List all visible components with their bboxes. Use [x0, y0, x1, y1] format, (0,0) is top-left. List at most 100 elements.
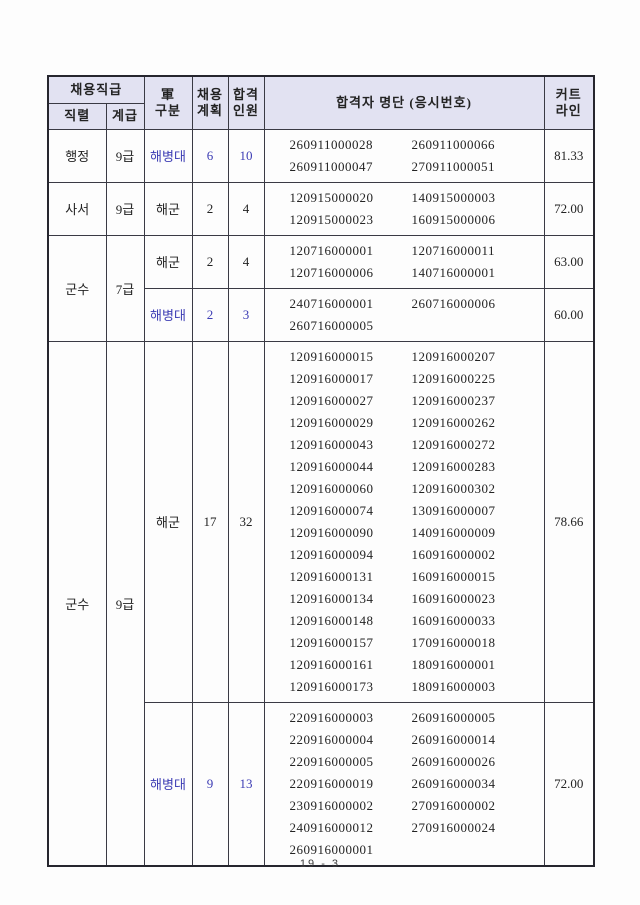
roster-number: 120916000207: [411, 348, 496, 364]
roster-number: 120916000131: [289, 568, 374, 584]
passed-cell: 4: [227, 234, 265, 289]
roster-number: 260916000001: [289, 841, 374, 857]
table-row: 사서 9급 해군 2 4 120915000020 140915000003 120…: [47, 181, 595, 236]
branch-cell: 해군: [143, 340, 193, 703]
roster-number: 120916000094: [289, 546, 374, 562]
header-cutline: 커트 라인: [543, 75, 595, 130]
roster-number-line: 120916000157 170916000018: [265, 632, 544, 654]
branch-cell: 해병대: [143, 701, 193, 866]
roster-number: 170916000018: [411, 634, 496, 650]
roster-numbers-cell: 240716000001 260716000006 260716000005: [263, 287, 545, 342]
roster-number: 160915000006: [411, 211, 496, 227]
roster-number: 230916000002: [289, 797, 374, 813]
branch-cell: 해병대: [143, 287, 193, 342]
roster-number: 120916000060: [289, 480, 374, 496]
roster-number: 120716000001: [289, 242, 374, 258]
table-row: 해병대 9 13 220916000003 260916000005 2209160…: [48, 701, 595, 866]
roster-number: 260916000034: [411, 775, 496, 791]
roster-number: 260916000026: [411, 753, 496, 769]
header-military-branch-line1: 軍: [160, 86, 175, 102]
roster-number: 160916000033: [411, 612, 496, 628]
roster-number: 240716000001: [289, 295, 374, 311]
cutline-cell: 72.00: [543, 701, 595, 866]
roster-number-line: 240916000012 270916000024: [265, 817, 544, 839]
plan-cell: 2: [191, 234, 229, 289]
roster-number-line: 120916000094 160916000002: [265, 544, 544, 566]
roster-number: 120916000017: [289, 370, 374, 386]
header-rank: 계급: [105, 102, 145, 130]
roster-number-line: 120916000043 120916000272: [265, 434, 544, 456]
roster-numbers-cell: 120915000020 140915000003 120915000023 1609…: [263, 181, 545, 236]
roster-number: 120915000020: [289, 189, 374, 205]
plan-cell: 6: [191, 128, 229, 183]
passed-cell: 3: [227, 287, 265, 342]
roster-number-line: 120916000060 120916000302: [265, 478, 544, 500]
page-number: 19 - 3: [299, 858, 341, 870]
roster-number-line: 120916000090 140916000009: [265, 522, 544, 544]
series-cell: 군수: [47, 340, 107, 866]
header-recruit-plan-line2: 계획: [197, 102, 223, 118]
roster-number: 140916000009: [411, 524, 496, 540]
roster-number: 120916000029: [289, 414, 374, 430]
roster-number: 120716000006: [289, 264, 374, 280]
roster-number: 120916000161: [289, 656, 374, 672]
roster-number: 260916000014: [411, 731, 496, 747]
header-recruit-grade: 채용직급: [47, 75, 145, 104]
roster-number: 260916000005: [411, 709, 496, 725]
roster-number: 130916000007: [411, 502, 496, 518]
roster-number-line: 120916000131 160916000015: [265, 566, 544, 588]
roster-number-line: 120916000148 160916000033: [265, 610, 544, 632]
header-series: 직렬: [47, 102, 107, 130]
roster-number-line: 240716000001 260716000006: [265, 293, 544, 315]
branch-cell: 해군: [143, 181, 193, 236]
roster-number-line: 120716000006 140716000001: [265, 262, 544, 284]
pass-roster-table: 채용직급 軍 구분 채용 계획 합격 인원 합격자 명단 (응시번호) 커트 라…: [47, 75, 595, 867]
header-recruit-plan-line1: 채용: [197, 86, 223, 102]
roster-number: 120916000262: [411, 414, 496, 430]
roster-number: 220916000004: [289, 731, 374, 747]
roster-number-line: 260911000028 260911000066: [265, 134, 544, 156]
roster-number: 120916000074: [289, 502, 374, 518]
rank-cell: 7급: [105, 234, 145, 342]
roster-number: 120916000043: [289, 436, 374, 452]
rank-cell: 9급: [105, 181, 145, 236]
series-cell: 사서: [47, 181, 107, 236]
branch-cell: 해군: [143, 234, 193, 289]
cutline-cell: 81.33: [543, 128, 595, 183]
roster-number: 220916000003: [289, 709, 374, 725]
roster-number: 140915000003: [411, 189, 496, 205]
rank-cell: 9급: [105, 340, 145, 866]
table-row: 해병대 2 3 240716000001 260716000006 26071600…: [48, 287, 595, 342]
roster-number-line: 120916000044 120916000283: [265, 456, 544, 478]
roster-number: 120916000283: [411, 458, 496, 474]
roster-number-line: 260911000047 270911000051: [265, 156, 544, 178]
roster-number: 240916000012: [289, 819, 374, 835]
plan-cell: 2: [191, 181, 229, 236]
series-cell: 행정: [47, 128, 107, 183]
roster-number: 120916000237: [411, 392, 496, 408]
roster-number-line: 120916000074 130916000007: [265, 500, 544, 522]
roster-numbers-cell: 220916000003 260916000005 220916000004 2609…: [263, 701, 545, 866]
roster-number: 260716000006: [411, 295, 496, 311]
roster-number: 120916000272: [411, 436, 496, 452]
branch-cell: 해병대: [143, 128, 193, 183]
roster-number-line: 120916000027 120916000237: [265, 390, 544, 412]
cutline-cell: 63.00: [543, 234, 595, 289]
roster-number-line: 120916000015 120916000207: [265, 346, 544, 368]
roster-number: 260716000005: [289, 317, 374, 333]
header-cutline-line2: 라인: [555, 102, 582, 118]
roster-number: 120916000148: [289, 612, 374, 628]
roster-number-line: 220916000005 260916000026: [265, 751, 544, 773]
roster-number: 120916000173: [289, 678, 374, 694]
header-passed-count-line1: 합격: [233, 86, 259, 102]
roster-number-line: 220916000019 260916000034: [265, 773, 544, 795]
roster-number-line: 120916000134 160916000023: [265, 588, 544, 610]
roster-numbers-cell: 120916000015 120916000207 120916000017 1209…: [263, 340, 545, 703]
roster-number: 180916000003: [411, 678, 496, 694]
roster-number: 220916000019: [289, 775, 374, 791]
roster-number: 260911000047: [289, 158, 374, 174]
table-header: 채용직급 軍 구분 채용 계획 합격 인원 합격자 명단 (응시번호) 커트 라…: [47, 75, 595, 130]
series-cell: 군수: [47, 234, 107, 342]
plan-cell: 9: [191, 701, 229, 866]
roster-number-line: 260716000005: [265, 315, 544, 337]
